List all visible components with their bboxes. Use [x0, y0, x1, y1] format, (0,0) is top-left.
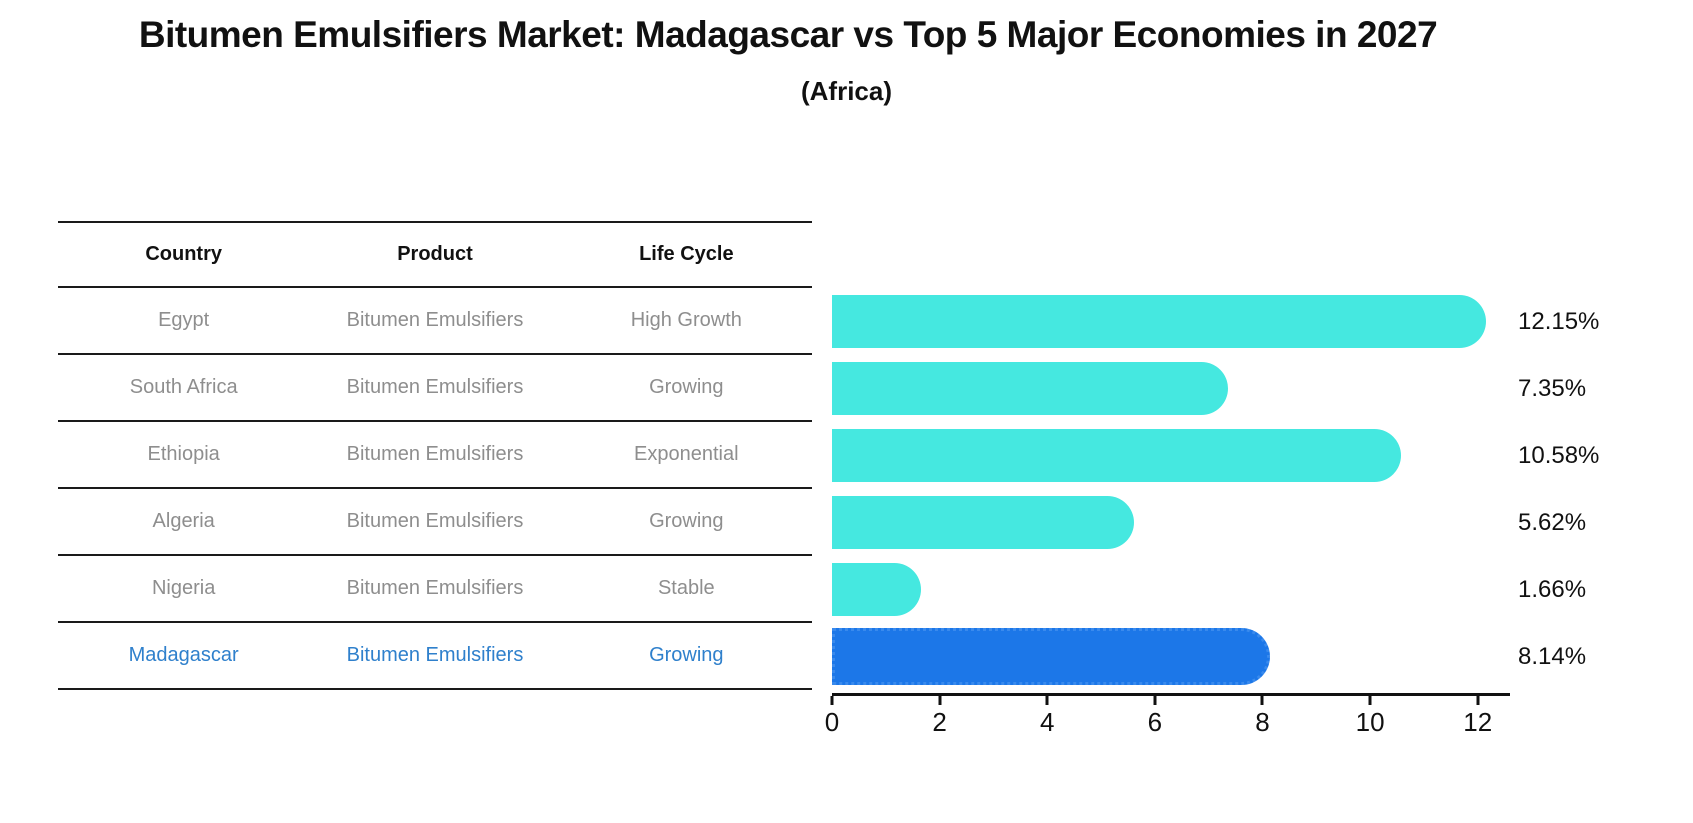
x-tick [1153, 696, 1157, 705]
x-tick-label: 2 [932, 707, 947, 737]
x-tick-label: 10 [1355, 707, 1385, 737]
bar-row [832, 422, 1510, 489]
bar-value-label: 1.66% [1518, 576, 1587, 603]
x-tick [1368, 696, 1372, 705]
table-cell-country: Nigeria [151, 577, 216, 599]
x-tick-label: 12 [1463, 707, 1493, 737]
table-cell-product: Bitumen Emulsifiers [346, 376, 524, 398]
table-header-cell: Product [397, 243, 473, 265]
bar-nigeria [832, 563, 922, 616]
bar-row [832, 288, 1510, 355]
bar-row [832, 489, 1510, 556]
bar-value-label: 12.15% [1518, 308, 1600, 335]
bar-row [832, 623, 1510, 690]
x-tick-label: 0 [824, 707, 840, 737]
chart-title: Bitumen Emulsifiers Market: Madagascar v… [138, 14, 1438, 55]
bar-value-label: 8.14% [1518, 643, 1587, 670]
table-row: Egypt Bitumen Emulsifiers High Growth [58, 288, 812, 355]
table-cell-country: Egypt [158, 309, 210, 331]
table-cell-product: Bitumen Emulsifiers [346, 510, 524, 532]
table-row: Madagascar Bitumen Emulsifiers Growing [58, 623, 812, 690]
table-cell-life-cycle: High Growth [630, 309, 742, 331]
x-axis-line [832, 693, 1510, 696]
x-tick-label: 6 [1147, 707, 1163, 737]
x-axis: 0 2 4 6 8 10 12 [825, 693, 1510, 753]
x-tick [1476, 696, 1480, 705]
chart-subtitle: (Africa) [800, 76, 892, 106]
table-cell-life-cycle: Stable [657, 577, 715, 599]
bar-row [832, 355, 1510, 422]
bar-value-label: 5.62% [1518, 509, 1587, 536]
bar-value-label: 7.35% [1518, 375, 1587, 402]
table-cell-life-cycle: Growing [649, 376, 724, 398]
bar-south-africa [832, 362, 1228, 415]
bars-area [832, 288, 1510, 690]
bar-algeria [832, 496, 1135, 549]
x-tick [830, 696, 834, 705]
table-cell-country: Ethiopia [147, 443, 220, 465]
table-row: Ethiopia Bitumen Emulsifiers Exponential [58, 422, 812, 489]
x-tick [1045, 696, 1049, 705]
table-body: Egypt Bitumen Emulsifiers High Growth South… [58, 288, 812, 690]
table-row: South Africa Bitumen Emulsifiers Growing [58, 355, 812, 422]
table-header-cell: Country [145, 243, 222, 265]
table-cell-life-cycle: Growing [649, 510, 724, 532]
table-header-cell: Life Cycle [639, 243, 734, 265]
table-cell-country: Madagascar [128, 644, 239, 666]
table-cell-life-cycle: Exponential [634, 443, 739, 465]
bar-value-label: 10.58% [1518, 442, 1600, 469]
x-tick [938, 696, 942, 705]
x-tick-label: 8 [1255, 707, 1270, 737]
bar-ethiopia [832, 429, 1402, 482]
table-cell-product: Bitumen Emulsifiers [346, 309, 524, 331]
bar-egypt [832, 295, 1486, 348]
country-table: Country Product Life Cycle Egypt Bitumen Em… [58, 221, 812, 690]
table-cell-country: Algeria [152, 510, 215, 532]
x-tick [1260, 696, 1264, 705]
table-cell-product: Bitumen Emulsifiers [346, 443, 524, 465]
table-cell-country: South Africa [129, 376, 238, 398]
bar-highlighted-madagascar [832, 628, 1270, 685]
table-cell-product: Bitumen Emulsifiers [346, 577, 524, 599]
table-cell-life-cycle: Growing [649, 644, 724, 666]
bar-row [832, 556, 1510, 623]
table-header-row: Country Product Life Cycle [58, 221, 812, 288]
table-row: Algeria Bitumen Emulsifiers Growing [58, 489, 812, 556]
table-row: Nigeria Bitumen Emulsifiers Stable [58, 556, 812, 623]
x-tick-label: 4 [1040, 707, 1055, 737]
table-cell-product: Bitumen Emulsifiers [346, 644, 524, 666]
